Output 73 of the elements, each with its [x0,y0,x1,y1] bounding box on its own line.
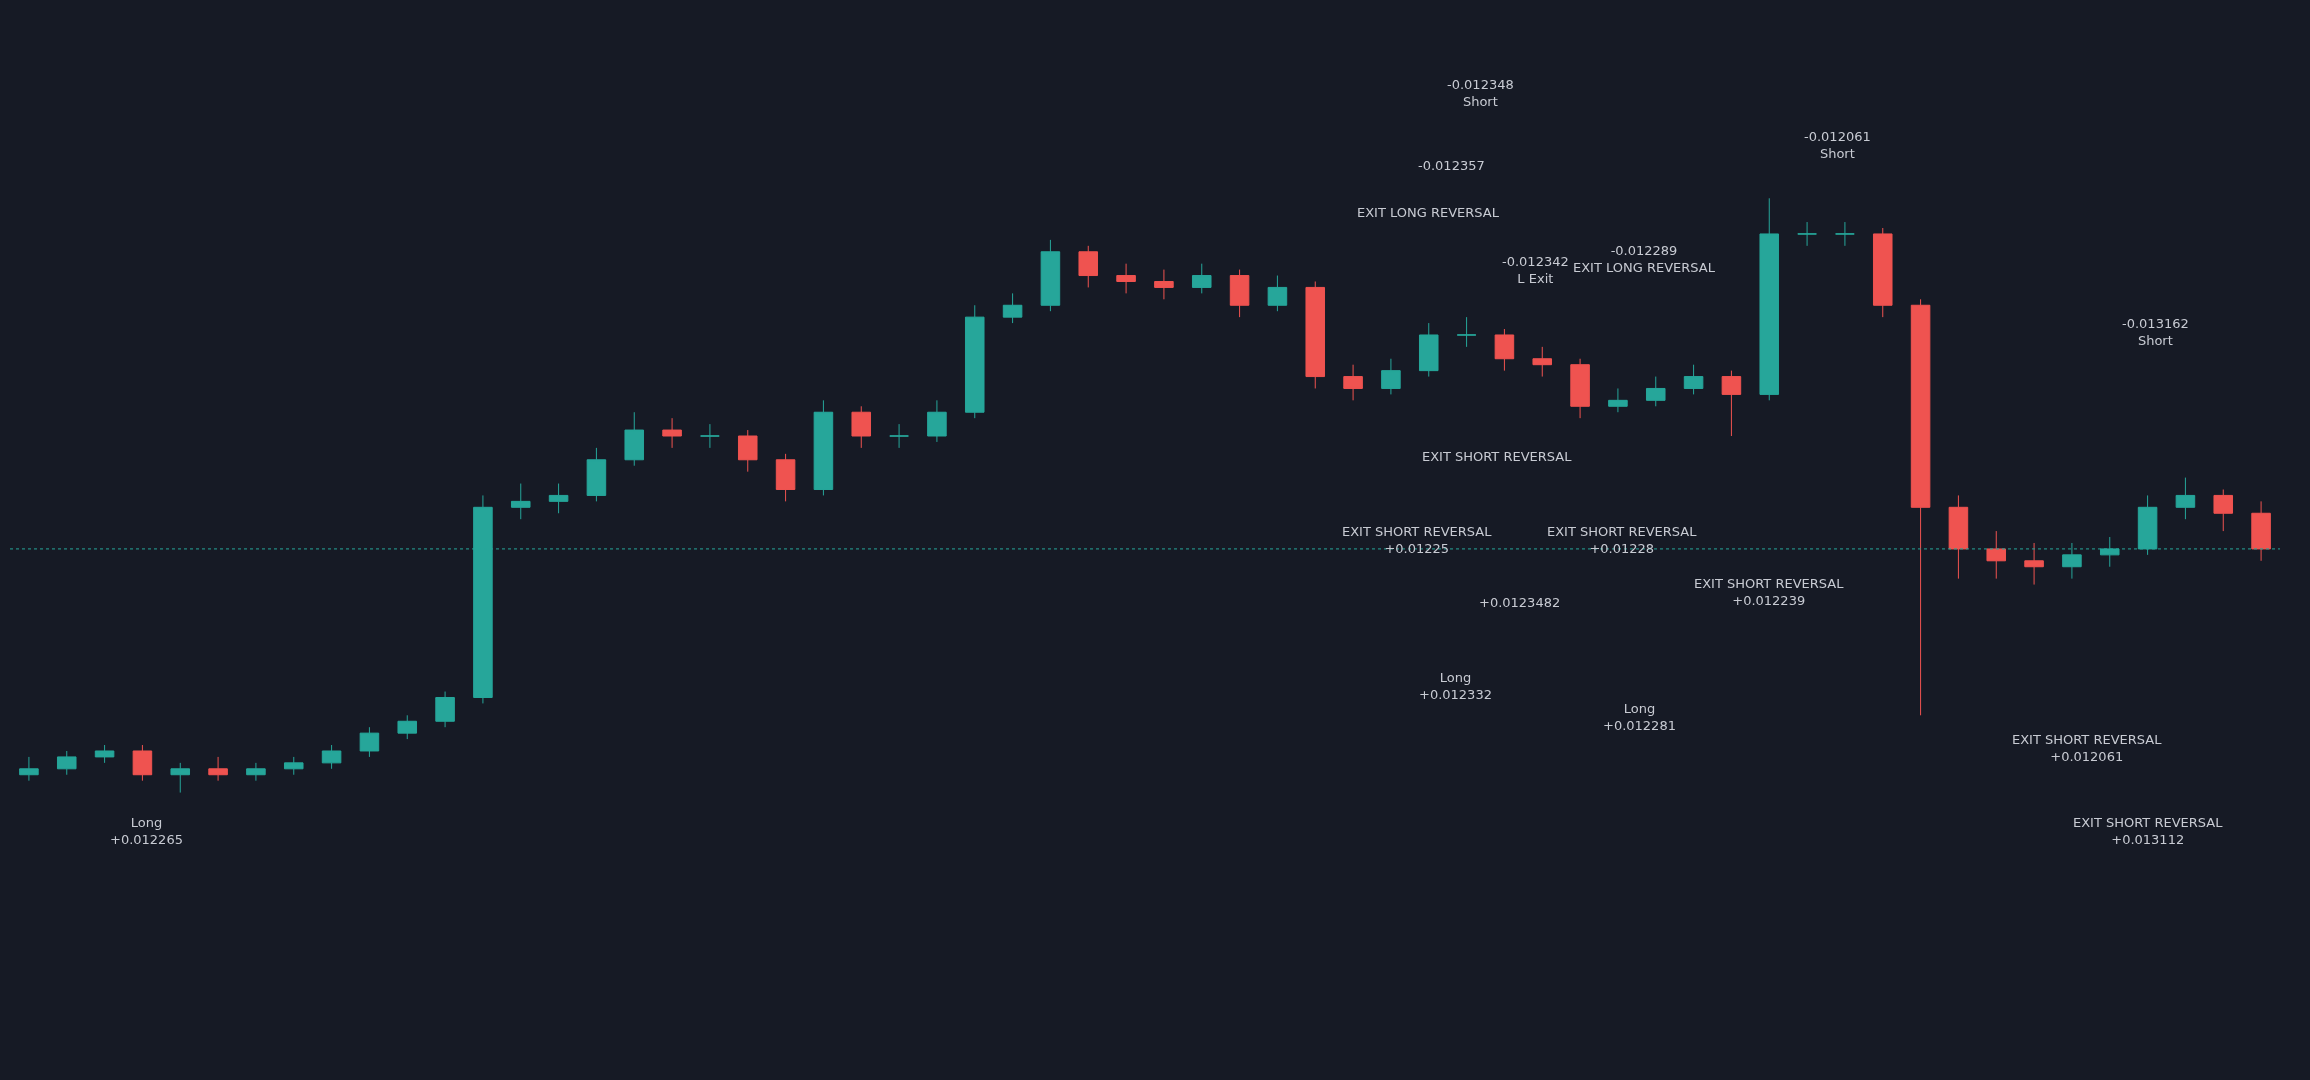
candlestick [510,483,531,520]
candlestick [1759,197,1780,401]
candlestick [170,762,191,794]
candlestick [1721,370,1742,437]
candlestick [2024,542,2044,586]
candlestick [1078,245,1099,288]
candlestick [1154,269,1174,300]
candlestick [813,399,834,496]
candlestick [359,726,380,758]
candlestick [1418,322,1439,378]
candlestick [624,411,645,467]
candlestick [2175,477,2196,520]
text: Long +0.012265 [110,815,183,847]
candlestick [1570,358,1590,419]
candlestick [1608,387,1628,413]
candlestick [700,423,720,449]
candlestick [889,423,909,449]
candlestick [1532,346,1553,378]
candlestick [586,447,607,502]
candlestick [1835,221,1855,247]
candlestick [1040,239,1061,312]
annotation: EXIT SHORT REVERSAL +0.012061 [2012,732,2163,764]
candlestick [208,756,228,782]
candlestick [321,744,342,770]
candlestick [1683,364,1704,395]
candlestick [1267,275,1288,312]
text: -0.012061 Short [1804,129,1871,161]
annotation: EXIT SHORT REVERSAL +0.01225 [1342,524,1493,556]
candlestick [927,399,947,443]
annotation: EXIT SHORT REVERSAL [1422,449,1573,464]
candlestick [1948,494,1969,580]
annotation: Long +0.012332 [1419,670,1492,702]
candlestick [435,691,455,728]
candlestick [1116,263,1136,294]
annotation: -0.012289 EXIT LONG REVERSAL [1573,243,1716,275]
candlestick [94,744,115,764]
annotation: EXIT SHORT REVERSAL +0.012239 [1694,576,1845,608]
annotation: -0.012342 L Exit [1502,254,1569,286]
candlestick [2213,488,2234,532]
annotation: Long +0.012281 [1603,701,1676,733]
candlestick [1343,364,1363,401]
candlestick [19,756,39,782]
candlestick [1986,530,2007,580]
candlestick [132,744,153,782]
candlestick [1872,227,1893,318]
text: -0.012357 [1418,158,1485,173]
candlestick [1305,280,1326,389]
candlestick [1381,358,1401,395]
candlestick [737,429,758,473]
candlestick [1645,376,1666,407]
candlestick [548,483,569,514]
candlestick [1797,221,1817,247]
candlestick [2251,500,2271,562]
candlestick [1229,269,1250,318]
candlestick [1456,316,1477,348]
candlestick [1191,263,1212,294]
annotation: +0.0123482 [1479,595,1561,610]
candlestick [851,405,872,449]
candlestick [1910,298,1931,716]
annotation: -0.013162 Short [2122,316,2189,348]
candlestick [964,304,985,419]
candlestick [1494,328,1515,372]
annotation: EXIT LONG REVERSAL [1357,205,1500,220]
candlestick [397,714,418,740]
candlestick [1002,292,1023,324]
text: EXIT SHORT REVERSAL +0.013112 [2073,815,2224,847]
candlestick [56,750,77,776]
annotation: EXIT SHORT REVERSAL +0.01228 [1547,524,1698,556]
candlestick [662,417,682,449]
text: -0.012348 Short [1447,77,1514,109]
candlestick [246,762,266,782]
candlestick [775,453,796,502]
candlestick [283,756,304,776]
